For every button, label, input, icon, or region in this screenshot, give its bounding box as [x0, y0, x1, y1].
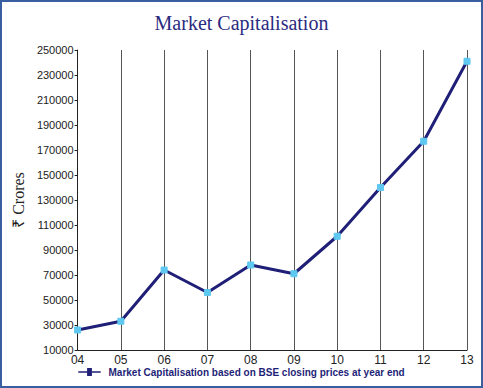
- svg-text:12: 12: [417, 353, 431, 367]
- svg-text:70000: 70000: [43, 269, 74, 281]
- svg-text:13: 13: [460, 353, 474, 367]
- svg-text:09: 09: [287, 353, 301, 367]
- svg-text:10000: 10000: [43, 344, 74, 356]
- svg-text:10: 10: [331, 353, 345, 367]
- svg-text:90000: 90000: [43, 244, 74, 256]
- svg-text:50000: 50000: [43, 294, 74, 306]
- svg-text:05: 05: [114, 353, 128, 367]
- svg-text:04: 04: [71, 353, 85, 367]
- svg-text:150000: 150000: [37, 169, 74, 181]
- svg-text:170000: 170000: [37, 144, 74, 156]
- svg-text:08: 08: [244, 353, 258, 367]
- svg-text:06: 06: [157, 353, 171, 367]
- svg-text:₹ Crores: ₹ Crores: [10, 172, 27, 228]
- svg-text:30000: 30000: [43, 319, 74, 331]
- svg-text:Market Capitalisation based on: Market Capitalisation based on BSE closi…: [108, 367, 404, 378]
- svg-text:210000: 210000: [37, 94, 74, 106]
- svg-text:250000: 250000: [37, 44, 74, 56]
- svg-text:130000: 130000: [37, 194, 74, 206]
- svg-text:110000: 110000: [38, 219, 74, 231]
- svg-text:11: 11: [374, 353, 387, 367]
- svg-text:190000: 190000: [37, 119, 74, 131]
- svg-text:Market Capitalisation: Market Capitalisation: [155, 12, 329, 35]
- svg-text:230000: 230000: [37, 69, 74, 81]
- svg-text:07: 07: [201, 353, 215, 367]
